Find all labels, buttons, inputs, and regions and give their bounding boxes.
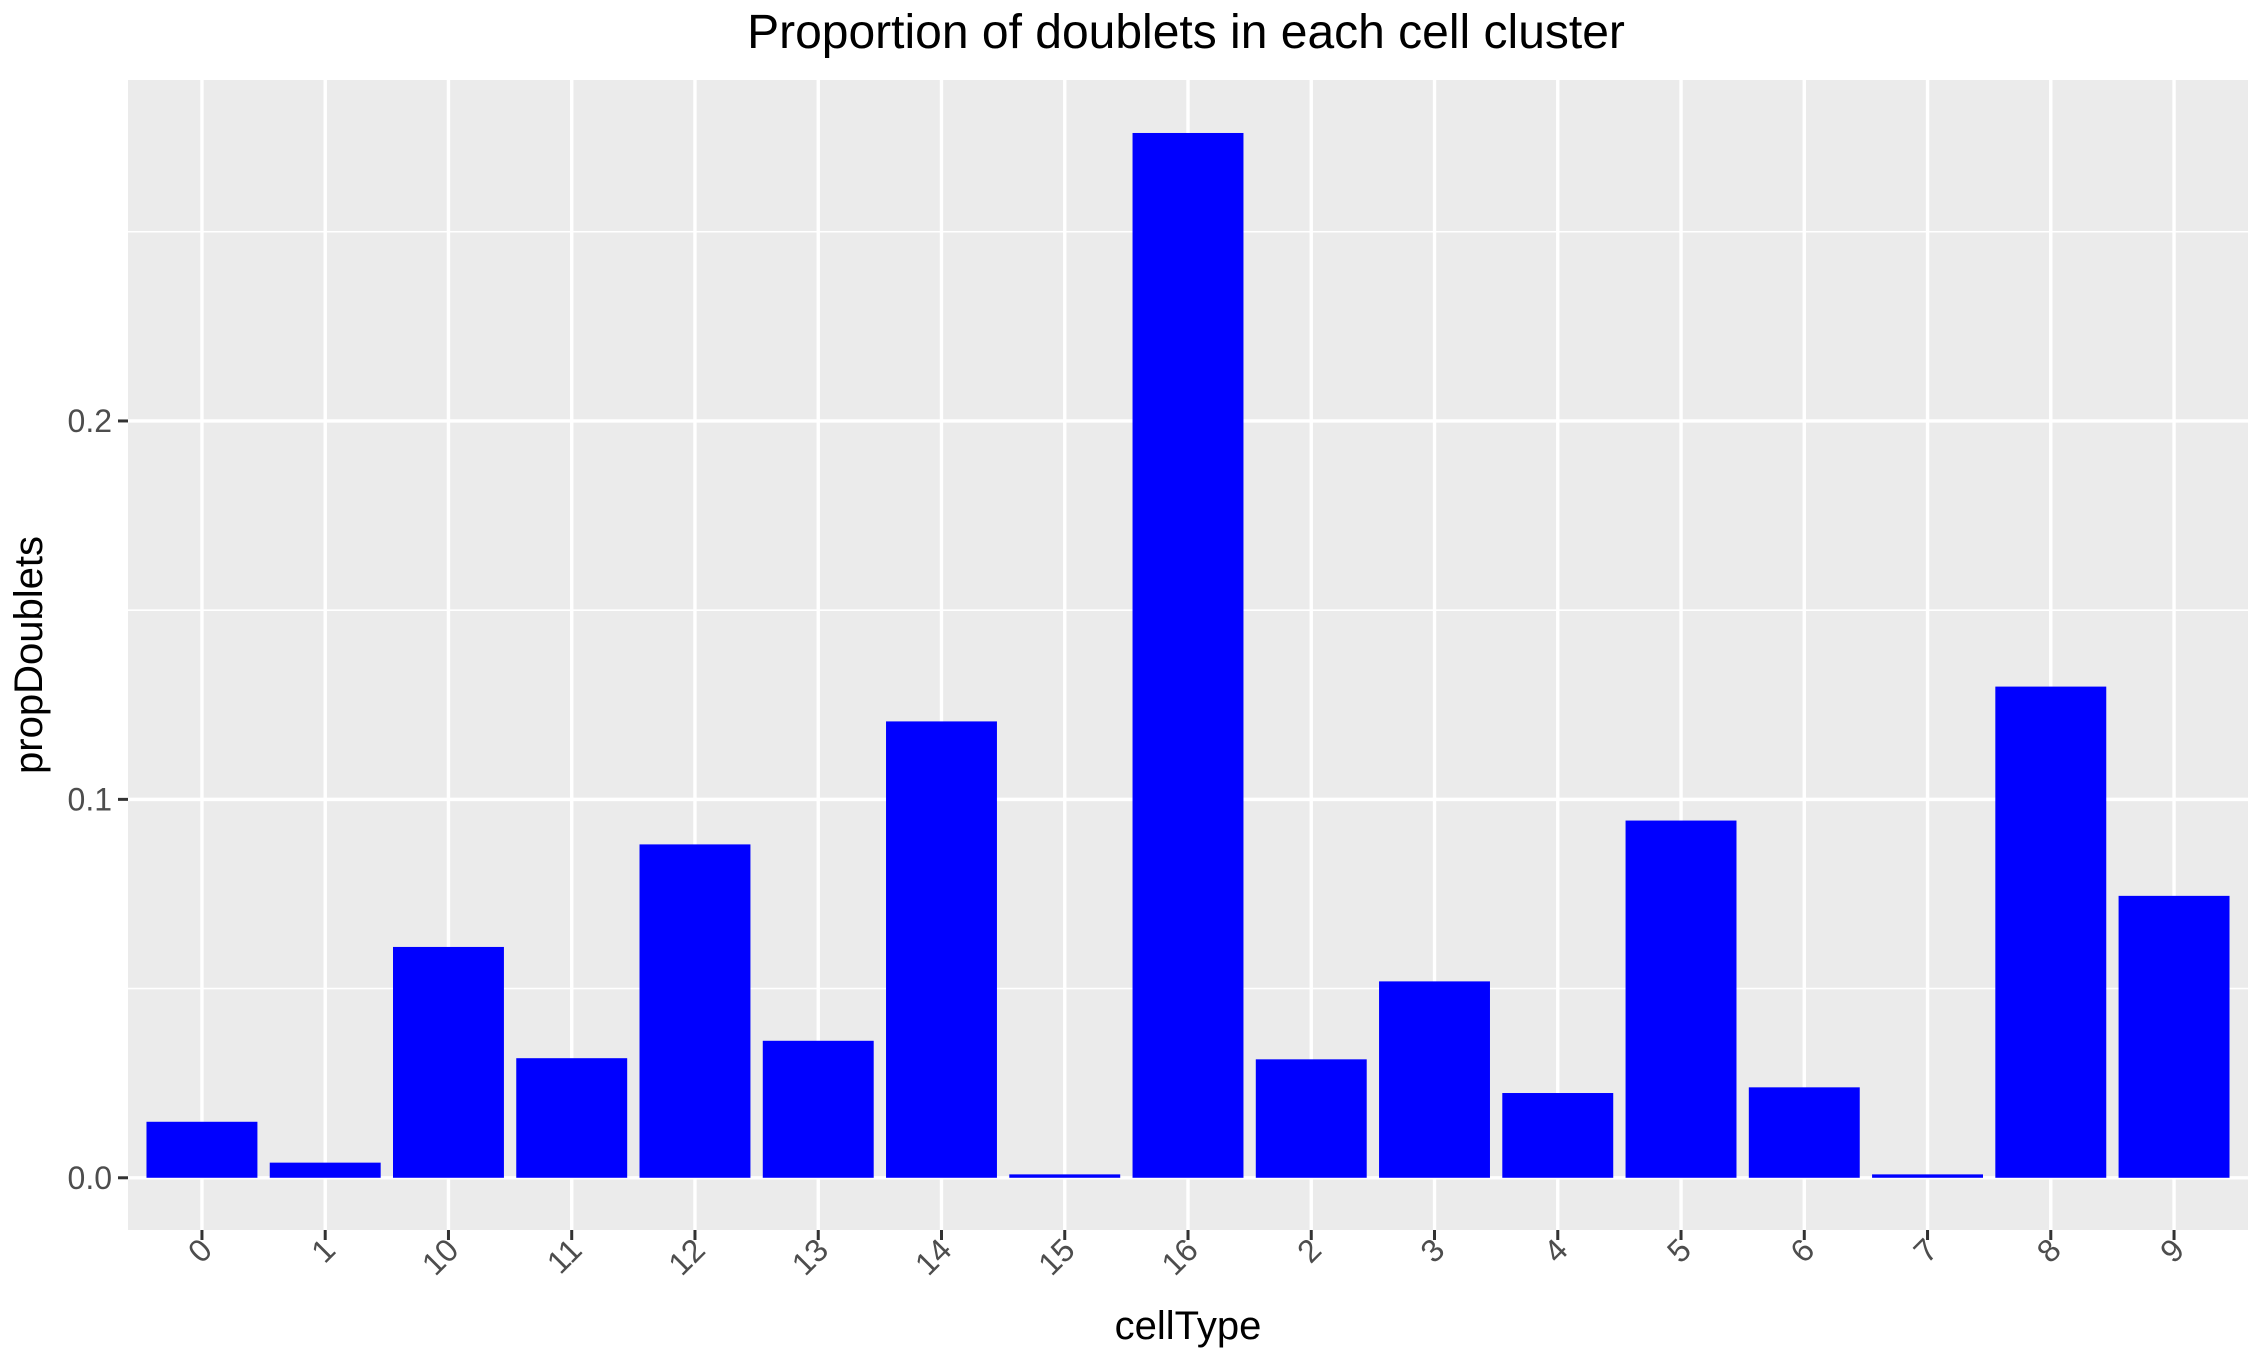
x-tick-label: 15 — [1031, 1231, 1082, 1282]
bar-6 — [1748, 1087, 1860, 1178]
x-tick-label: 8 — [2030, 1231, 2068, 1269]
bar-2 — [1255, 1059, 1367, 1178]
bar-7 — [1872, 1174, 1983, 1178]
x-tick-label: 14 — [908, 1231, 959, 1282]
chart-title: Proportion of doublets in each cell clus… — [747, 6, 1625, 59]
x-tick-label: 3 — [1413, 1231, 1451, 1269]
bar-5 — [1625, 820, 1737, 1178]
x-tick-label: 6 — [1783, 1231, 1821, 1269]
y-axis: 0.0 0.1 0.2 — [68, 403, 128, 1196]
bar-14 — [886, 721, 997, 1178]
bar-13 — [762, 1040, 874, 1178]
y-tick-label: 0.1 — [68, 781, 112, 817]
x-tick-label: 2 — [1290, 1231, 1328, 1269]
bars — [146, 132, 2230, 1178]
bar-12 — [639, 844, 751, 1178]
y-tick-label: 0.2 — [68, 403, 112, 439]
bar-16 — [1132, 132, 1244, 1178]
x-tick-label: 0 — [181, 1231, 219, 1269]
bar-3 — [1379, 981, 1490, 1178]
x-tick-label: 16 — [1154, 1231, 1205, 1282]
x-tick-label: 11 — [540, 1231, 589, 1280]
x-tick-label: 9 — [2153, 1231, 2191, 1269]
bar-10 — [393, 946, 504, 1178]
y-tick-label: 0.0 — [68, 1160, 112, 1196]
x-axis: 0 1 10 11 12 13 14 15 16 2 3 4 5 6 7 8 9 — [181, 1230, 2191, 1282]
bar-15 — [1009, 1174, 1121, 1178]
bar-4 — [1502, 1093, 1614, 1178]
bar-0 — [146, 1121, 258, 1178]
bar-1 — [269, 1162, 381, 1178]
x-tick-label: 1 — [304, 1231, 342, 1269]
y-axis-title: propDoublets — [7, 536, 51, 774]
bar-11 — [516, 1058, 628, 1178]
x-axis-title: cellType — [1115, 1304, 1262, 1348]
x-tick-label: 7 — [1906, 1231, 1944, 1269]
x-tick-label: 12 — [661, 1231, 712, 1282]
x-tick-label: 10 — [415, 1231, 466, 1282]
x-tick-label: 5 — [1660, 1231, 1698, 1269]
x-tick-label: 13 — [785, 1231, 836, 1282]
bar-9 — [2118, 895, 2230, 1178]
x-tick-label: 4 — [1537, 1231, 1575, 1269]
bar-8 — [1995, 686, 2107, 1178]
